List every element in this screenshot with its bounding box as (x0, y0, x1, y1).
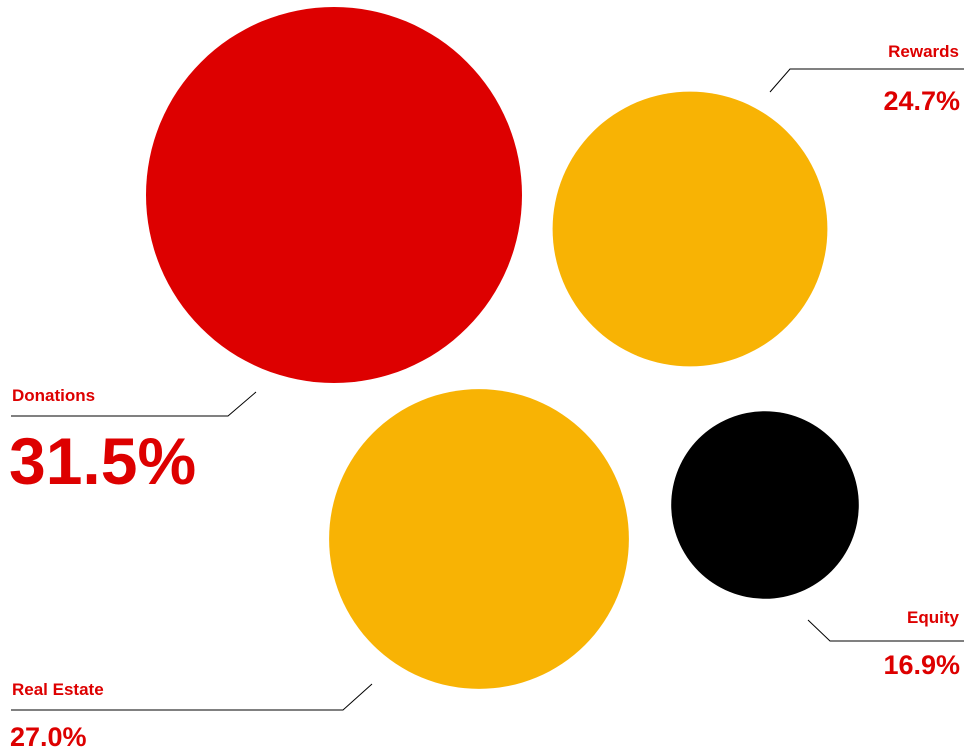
leader-line-rewards (769, 68, 964, 93)
bubble-donations (146, 7, 522, 383)
value-rewards: 24.7% (883, 86, 960, 116)
label-equity: Equity (907, 608, 959, 627)
leader-line-real-estate (11, 683, 373, 711)
value-real-estate: 27.0% (10, 722, 87, 752)
value-equity: 16.9% (883, 650, 960, 680)
label-rewards: Rewards (888, 42, 959, 61)
bubble-rewards (552, 91, 828, 367)
bubble-real-estate (329, 389, 629, 689)
label-real-estate: Real Estate (12, 680, 104, 699)
bubble-equity (671, 411, 859, 599)
value-donations: 31.5% (9, 424, 197, 498)
label-donations: Donations (12, 386, 96, 405)
leader-line-donations (11, 391, 257, 417)
leader-line-equity (807, 619, 964, 642)
